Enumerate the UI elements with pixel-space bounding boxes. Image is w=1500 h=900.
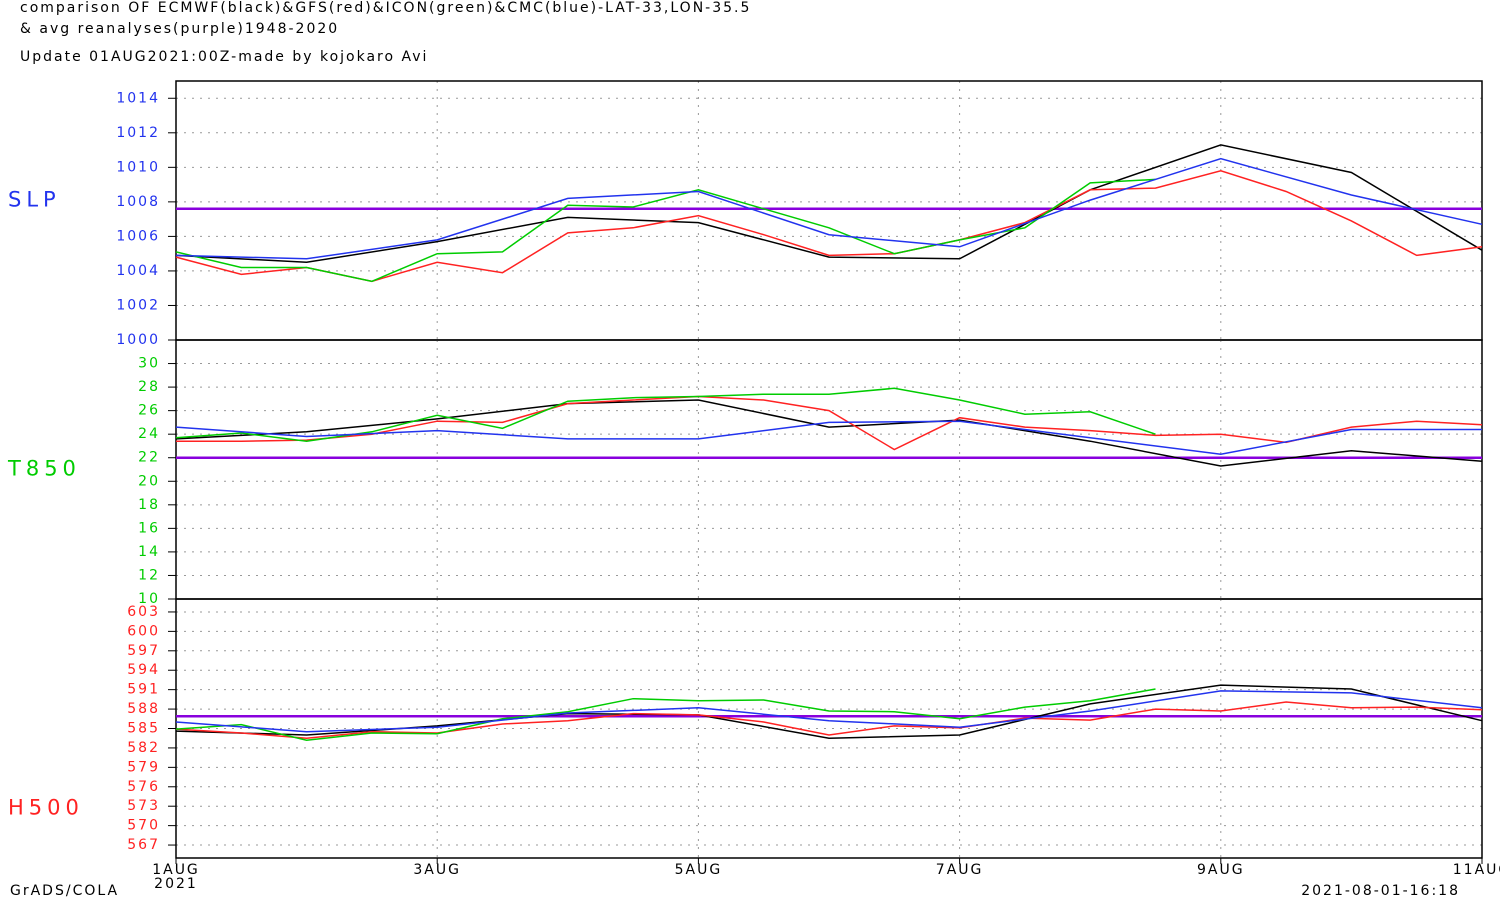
header-line: Update 01AUG2021:00Z-made by kojokaro Av… (20, 49, 428, 65)
y-tick-label: 597 (127, 643, 160, 659)
footer-right: 2021-08-01-16:18 (1301, 883, 1460, 899)
y-tick-label: 1008 (116, 194, 160, 210)
y-tick-label: 591 (127, 682, 160, 698)
plot-frame (175, 80, 1483, 341)
y-tick-label: 573 (127, 798, 160, 814)
y-tick-label: 576 (127, 779, 160, 795)
y-tick-label: 1014 (116, 90, 160, 106)
plot-frame (175, 339, 1483, 600)
x-tick-label: 3AUG (413, 862, 461, 878)
series-line (175, 420, 1482, 455)
plot-frame (175, 598, 1483, 859)
y-tick-label: 1006 (116, 228, 160, 244)
y-tick-label: 16 (138, 520, 160, 536)
y-tick-label: 1010 (116, 159, 160, 175)
y-tick-label: 588 (127, 701, 160, 717)
x-tick-label: 1AUG (152, 862, 200, 878)
y-tick-label: 14 (138, 544, 160, 560)
y-tick-label: 1004 (116, 263, 160, 279)
y-tick-label: 30 (138, 356, 160, 372)
series-line (175, 178, 1156, 283)
y-tick-label: 28 (138, 379, 160, 395)
y-axis-label: H500 (8, 796, 84, 820)
header-line: & avg reanalyses(purple)1948-2020 (20, 21, 339, 37)
header-line: comparison OF ECMWF(black)&GFS(red)&ICON… (20, 0, 751, 16)
y-tick-label: 603 (127, 604, 160, 620)
x-tick-label: 5AUG (675, 862, 723, 878)
x-tick-label: 7AUG (936, 862, 984, 878)
series-line (175, 157, 1483, 260)
y-axis-label: SLP (8, 188, 61, 212)
y-tick-label: 10 (138, 591, 160, 607)
series-line (175, 399, 1483, 467)
y-tick-label: 1000 (116, 332, 160, 348)
y-tick-label: 22 (138, 450, 160, 466)
y-tick-label: 12 (138, 567, 160, 583)
x-axis-label: 2021 (154, 876, 198, 892)
series-line (176, 395, 1483, 451)
y-tick-label: 579 (127, 759, 160, 775)
series-line (175, 170, 1483, 283)
series-line (175, 688, 1156, 741)
y-axis-label: T850 (7, 457, 81, 481)
series-line (175, 387, 1156, 442)
y-tick-label: 600 (127, 623, 160, 639)
y-tick-label: 585 (127, 721, 160, 737)
series-line (175, 690, 1483, 733)
y-tick-label: 24 (138, 426, 160, 442)
y-tick-label: 20 (138, 473, 160, 489)
x-tick-label: 11AUG (1453, 862, 1500, 878)
y-tick-label: 26 (138, 403, 160, 419)
y-tick-label: 594 (127, 662, 160, 678)
y-tick-label: 582 (127, 740, 160, 756)
y-tick-label: 567 (127, 837, 160, 853)
footer-left: GrADS/COLA (10, 883, 119, 899)
y-tick-label: 1012 (116, 125, 160, 141)
x-tick-label: 9AUG (1197, 862, 1245, 878)
series-line (175, 144, 1483, 264)
y-tick-label: 570 (127, 818, 160, 834)
series-line (175, 701, 1483, 739)
y-tick-label: 1002 (116, 297, 160, 313)
y-tick-label: 18 (138, 497, 160, 513)
